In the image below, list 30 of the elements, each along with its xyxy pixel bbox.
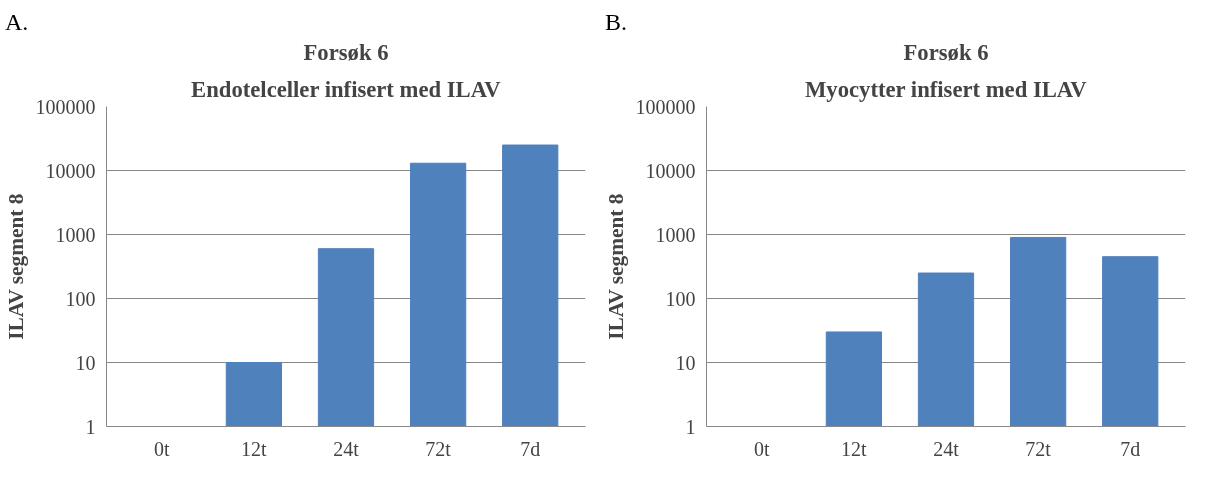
y-tick-label: 100000 xyxy=(35,95,96,118)
x-tick-label: 7d xyxy=(1120,437,1141,460)
chart-title: Forsøk 6 xyxy=(903,39,989,65)
x-tick-label: 72t xyxy=(425,437,452,460)
chart-subtitle: Endotelceller infisert med ILAV xyxy=(191,76,502,102)
y-tick-label: 1000 xyxy=(55,223,96,246)
x-tick-label: 24t xyxy=(333,437,360,460)
x-tick-label: 24t xyxy=(933,437,960,460)
x-tick-label: 12t xyxy=(841,437,868,460)
chart-subtitle: Myocytter infisert med ILAV xyxy=(804,76,1088,102)
text: B. xyxy=(605,8,628,37)
y-tick-label: 1 xyxy=(85,415,96,438)
y-axis-title: ILAV segment 8 xyxy=(3,193,28,340)
y-tick-label: 100 xyxy=(665,287,696,310)
y-axis-title: ILAV segment 8 xyxy=(603,193,628,340)
x-tick-label: 0t xyxy=(153,437,170,460)
y-tick-label: 10 xyxy=(675,351,696,374)
x-tick-label: 12t xyxy=(241,437,268,460)
y-tick-label: 10000 xyxy=(45,159,96,182)
text: A. xyxy=(5,8,29,37)
y-tick-label: 100000 xyxy=(635,95,696,118)
x-tick-label: 0t xyxy=(753,437,770,460)
y-tick-label: 10 xyxy=(75,351,96,374)
x-tick-label: 72t xyxy=(1025,437,1052,460)
chart-title: Forsøk 6 xyxy=(303,39,389,65)
y-tick-label: 10000 xyxy=(645,159,696,182)
y-tick-label: 1 xyxy=(685,415,696,438)
x-tick-label: 7d xyxy=(520,437,541,460)
y-tick-label: 100 xyxy=(65,287,96,310)
y-tick-label: 1000 xyxy=(655,223,696,246)
